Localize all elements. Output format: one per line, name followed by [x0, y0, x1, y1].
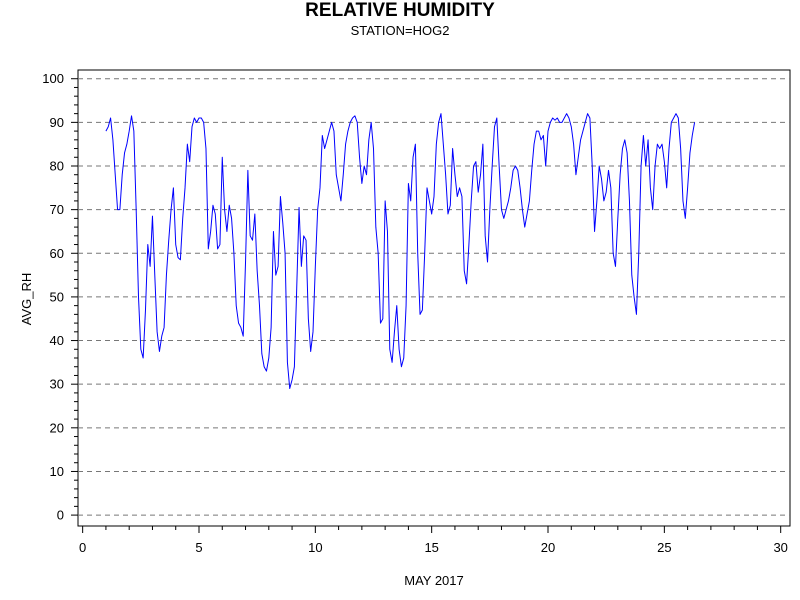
- series-layer: [105, 113, 696, 390]
- y-tick-label: 50: [50, 289, 64, 304]
- y-tick-label: 60: [50, 246, 64, 261]
- y-axis: 0 10 20 30 40 50 60 70 80 90 100: [42, 71, 78, 523]
- x-tick-label: 30: [773, 540, 787, 555]
- y-tick-label: 90: [50, 115, 64, 130]
- x-tick-label: 25: [657, 540, 671, 555]
- x-axis-label: MAY 2017: [404, 573, 464, 588]
- chart-subtitle: STATION=HOG2: [350, 23, 450, 38]
- x-tick-label: 20: [541, 540, 555, 555]
- x-tick-label: 10: [308, 540, 322, 555]
- x-axis: 0 5 10 15 20 25 30: [79, 526, 788, 555]
- x-tick-label: 5: [195, 540, 202, 555]
- plot-frame: [77, 69, 791, 527]
- chart-title: RELATIVE HUMIDITY: [305, 0, 495, 21]
- y-tick-label: 80: [50, 159, 64, 174]
- x-tick-label: 15: [424, 540, 438, 555]
- y-tick-label: 40: [50, 333, 64, 348]
- grid-lines: [78, 78, 790, 516]
- y-tick-label: 70: [50, 202, 64, 217]
- y-tick-label: 0: [57, 508, 64, 523]
- x-tick-label: 0: [79, 540, 86, 555]
- series-line: [105, 113, 696, 390]
- y-tick-label: 10: [50, 464, 64, 479]
- y-tick-label: 30: [50, 377, 64, 392]
- y-tick-label: 100: [42, 71, 64, 86]
- y-tick-label: 20: [50, 420, 64, 435]
